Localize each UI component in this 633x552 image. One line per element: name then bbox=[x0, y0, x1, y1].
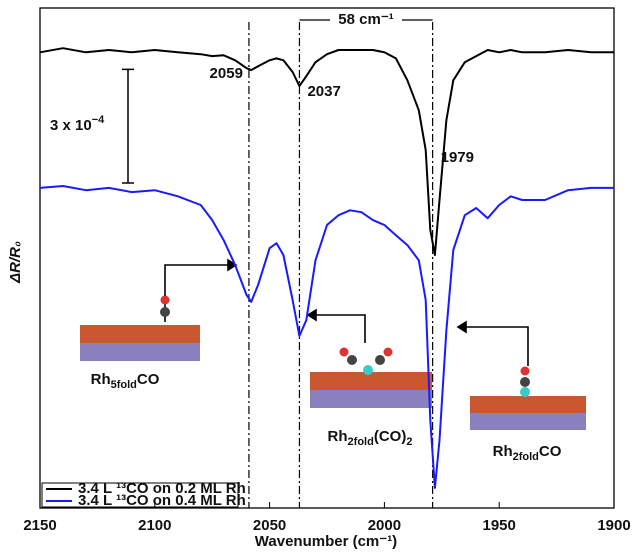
legend-box bbox=[41, 482, 239, 508]
legend-label: 3.4 L ¹³CO on 0.4 ML Rh bbox=[78, 492, 246, 509]
molecule-right bbox=[470, 366, 586, 430]
plot-frame bbox=[39, 7, 615, 509]
x-tick-label: 1950 bbox=[483, 517, 516, 534]
scale-bar-exponent: −4 bbox=[92, 114, 105, 126]
arrows bbox=[164, 258, 529, 366]
peak-label: 2037 bbox=[307, 83, 340, 100]
molecule-middle bbox=[310, 347, 432, 408]
span-label-bg bbox=[330, 11, 403, 29]
x-tick-label: 2100 bbox=[138, 517, 171, 534]
species-part: 2fold bbox=[513, 451, 539, 463]
x-tick-label: 1900 bbox=[597, 517, 630, 534]
species-part: Rh bbox=[91, 371, 111, 388]
series-line bbox=[39, 185, 614, 489]
species-label: Rh2foldCO bbox=[493, 443, 562, 463]
scale-bar-label: 3 x 10−4 bbox=[50, 114, 105, 134]
species-part: CO bbox=[539, 443, 562, 460]
span-label: 58 cm⁻¹ bbox=[338, 11, 393, 28]
molecule-left bbox=[80, 295, 200, 361]
peak-label: 1979 bbox=[441, 149, 474, 166]
y-axis-label: ΔR/R₀ bbox=[7, 241, 24, 284]
species-label: Rh2fold(CO)2 bbox=[328, 428, 413, 448]
species-part: Rh bbox=[328, 428, 348, 445]
species-part: 2 bbox=[406, 436, 412, 448]
species-part: Rh bbox=[493, 443, 513, 460]
x-tick-label: 2050 bbox=[253, 517, 286, 534]
x-tick-label: 2150 bbox=[23, 517, 56, 534]
species-part: 2fold bbox=[348, 436, 374, 448]
scale-bar-text: 3 x 10 bbox=[50, 117, 92, 134]
x-tick-label: 2000 bbox=[368, 517, 401, 534]
peak-label: 2059 bbox=[210, 65, 243, 82]
series-line bbox=[39, 47, 614, 256]
species-part: 5fold bbox=[111, 379, 137, 391]
species-label: Rh5foldCO bbox=[91, 371, 160, 391]
species-part: CO bbox=[137, 371, 160, 388]
legend-label: 3.4 L ¹³CO on 0.2 ML Rh bbox=[78, 480, 246, 497]
species-part: (CO) bbox=[374, 428, 407, 445]
x-axis-label: Wavenumber (cm⁻¹) bbox=[255, 533, 397, 550]
